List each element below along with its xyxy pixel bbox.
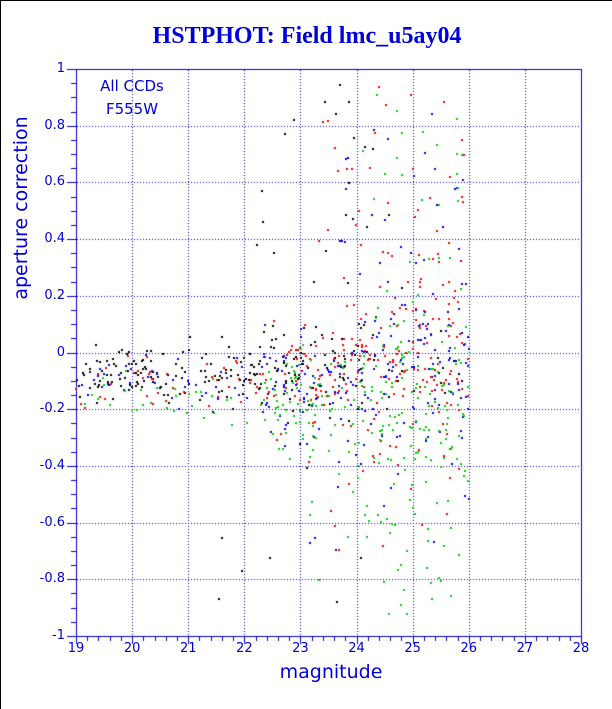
- x-tick-label: 25: [404, 641, 421, 656]
- x-tick-label: 28: [572, 641, 590, 656]
- legend-line-ccds: All CCDs: [100, 77, 164, 95]
- y-axis-label: aperture correction: [10, 116, 32, 300]
- y-tick-label: -0.8: [39, 571, 65, 587]
- x-axis-label: magnitude: [279, 661, 383, 683]
- y-tick-label: -0.6: [39, 514, 65, 530]
- y-tick-label: -1: [52, 628, 65, 643]
- x-tick-label: 19: [67, 641, 85, 656]
- legend: All CCDs F555W: [94, 75, 170, 121]
- x-tick-label: 27: [516, 641, 534, 656]
- y-tick-label: 0.4: [44, 231, 65, 247]
- chart-title: HSTPHOT: Field lmc_u5ay04: [152, 23, 462, 49]
- y-tick-label: 1: [56, 61, 65, 76]
- y-tick-label: 0.2: [44, 287, 65, 303]
- x-tick-label: 21: [179, 641, 197, 656]
- x-tick-label: 24: [348, 641, 365, 656]
- x-tick-label: 20: [123, 641, 141, 656]
- y-tick-label: 0.8: [44, 117, 65, 133]
- y-tick-label: -0.2: [39, 401, 65, 417]
- y-tick-label: 0: [56, 344, 65, 360]
- y-tick-label: -0.4: [39, 457, 65, 473]
- x-tick-label: 23: [292, 641, 309, 656]
- y-tick-label: 0.6: [44, 174, 65, 190]
- legend-line-filter: F555W: [105, 100, 159, 118]
- x-tick-label: 26: [460, 641, 478, 656]
- x-tick-label: 22: [236, 641, 253, 656]
